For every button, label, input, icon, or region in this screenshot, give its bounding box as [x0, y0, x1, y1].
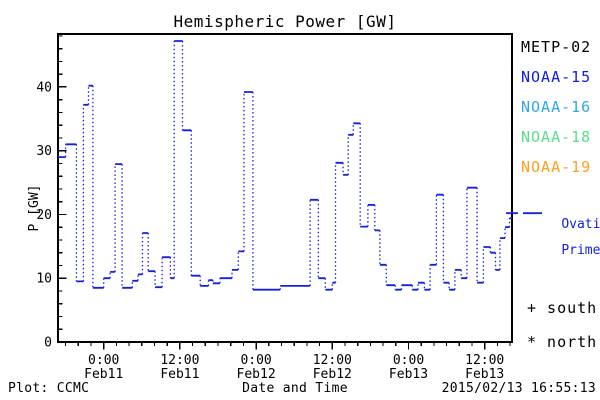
plot-source-label: Plot: CCMC: [8, 381, 90, 396]
x-tick-label-time: 12:00: [465, 353, 504, 368]
legend-item-metp-02: METP-02: [521, 38, 592, 56]
x-tick-label-time: 12:00: [313, 353, 352, 368]
x-tick-label-time: 0:00: [240, 353, 271, 368]
legend-item-noaa-19: NOAA-19: [521, 158, 592, 176]
x-tick-label-date: Feb11: [84, 367, 123, 382]
x-tick-label-date: Feb13: [465, 367, 504, 382]
legend-item-noaa-18: NOAA-18: [521, 128, 592, 146]
ovation-annotation-line2: Prime HPI: [561, 243, 600, 258]
x-tick-label-date: Feb12: [237, 367, 276, 382]
y-tick-label: 10: [36, 272, 52, 287]
y-tick-label: 0: [44, 336, 52, 351]
plot-frame: [57, 33, 513, 343]
y-tick-label: 20: [36, 208, 52, 223]
legend-item-noaa-16: NOAA-16: [521, 98, 592, 116]
hpi-step-line: [58, 40, 512, 291]
x-tick-label-time: 12:00: [160, 353, 199, 368]
y-tick-label: 30: [36, 144, 52, 159]
x-tick-label-date: Feb12: [313, 367, 352, 382]
x-tick-label-time: 0:00: [88, 353, 119, 368]
y-axis-label: P [GW]: [27, 184, 42, 232]
chart-title: Hemispheric Power [GW]: [173, 12, 397, 31]
hpi-step-line-vertical-connectors: [64, 41, 511, 290]
south-hemisphere-marker-key: + south: [527, 299, 598, 317]
y-tick-label: 40: [36, 80, 52, 95]
x-tick-label-time: 0:00: [393, 353, 424, 368]
plot-timestamp: 2015/02/13 16:55:13: [441, 381, 596, 396]
x-axis-label: Date and Time: [242, 381, 348, 396]
x-tick-label-date: Feb11: [160, 367, 199, 382]
ovation-annotation-line1: Ovation: [561, 217, 600, 232]
satellite-legend: METP-02 NOAA-15 NOAA-16 NOAA-18 NOAA-19: [521, 40, 591, 190]
x-tick-label-date: Feb13: [389, 367, 428, 382]
north-hemisphere-marker-key: * north: [527, 333, 598, 351]
legend-item-noaa-15: NOAA-15: [521, 68, 592, 86]
ovation-prime-hpi-annotation: Ovation Prime HPI: [530, 205, 600, 270]
